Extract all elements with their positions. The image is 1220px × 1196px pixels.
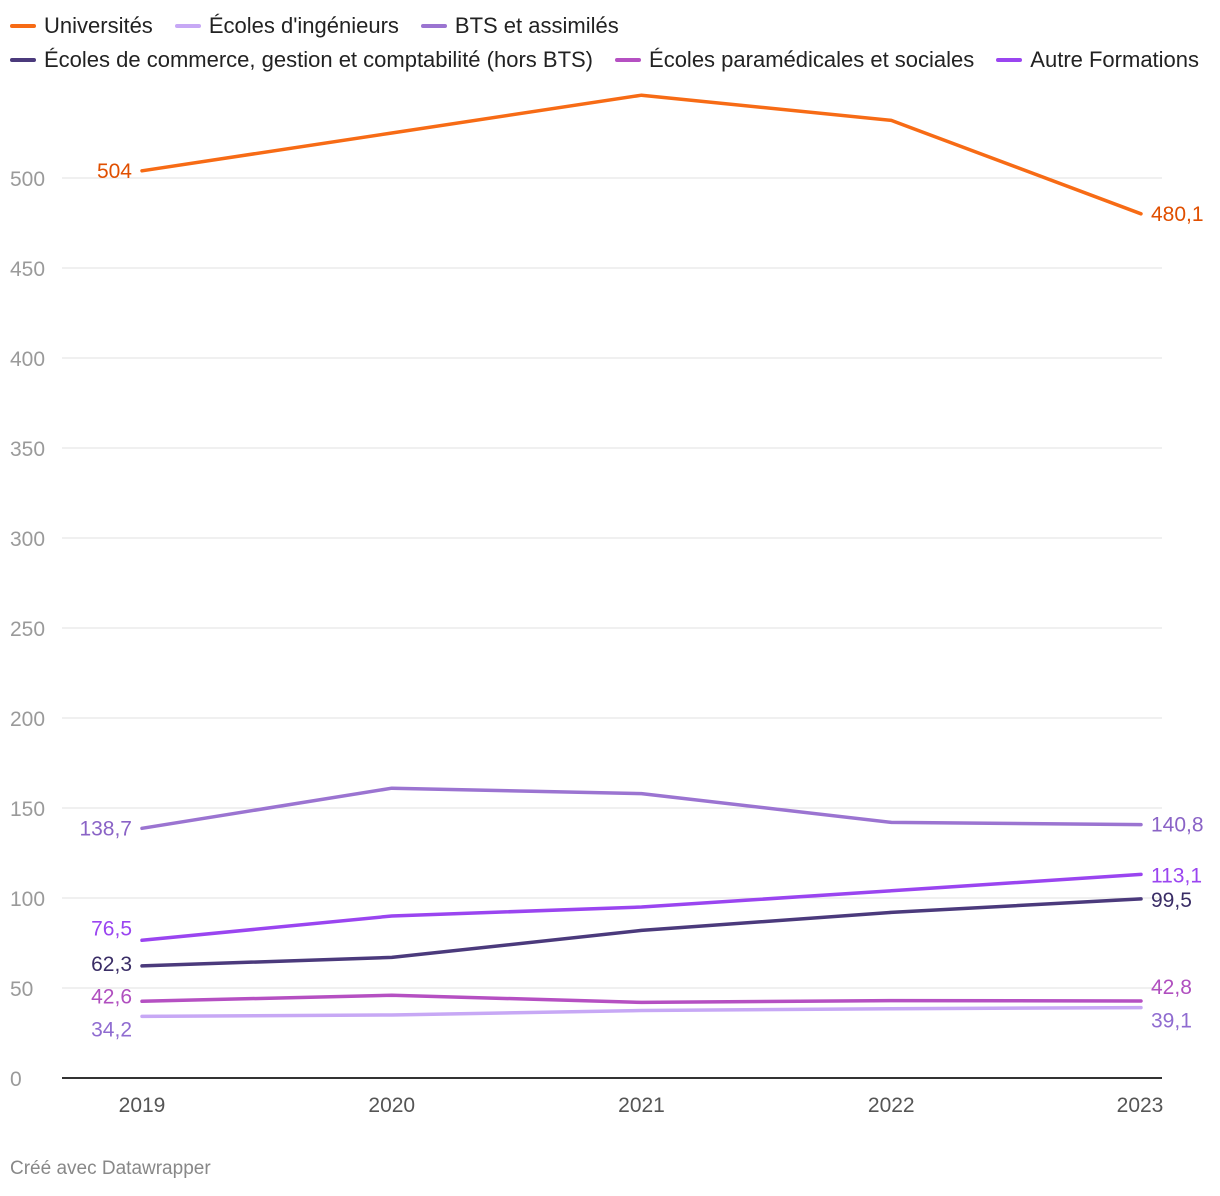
y-tick-label-500: 500 xyxy=(10,168,45,191)
end-label-4: 42,8 xyxy=(1151,976,1192,999)
legend-label-2: BTS et assimilés xyxy=(454,13,619,38)
series-lines xyxy=(140,93,1143,1019)
legend-item-0: Universités xyxy=(10,12,153,40)
x-tick-label-2023: 2023 xyxy=(1117,1094,1164,1117)
x-tick-label-2019: 2019 xyxy=(119,1094,166,1117)
value-labels: 504 480,1 34,2 39,1 138,7 140,8 62,3 99,5 42,6 42… xyxy=(79,160,1203,1042)
series-line-4 xyxy=(140,993,1143,1005)
series-line-0 xyxy=(140,93,1143,216)
end-label-5: 113,1 xyxy=(1151,864,1202,887)
y-tick-label-100: 100 xyxy=(10,888,45,911)
legend-swatch-3 xyxy=(10,58,36,62)
legend-swatch-0 xyxy=(10,24,36,28)
start-label-3: 62,3 xyxy=(91,953,132,976)
end-label-1: 39,1 xyxy=(1151,1010,1192,1033)
legend-swatch-4 xyxy=(615,58,642,62)
start-label-0: 504 xyxy=(97,160,132,183)
series-line-3 xyxy=(140,897,1143,968)
series-line-5 xyxy=(140,872,1143,943)
series-line-1 xyxy=(140,1005,1143,1019)
legend: Universités Écoles d'ingénieurs BTS et ass… xyxy=(10,12,1215,74)
end-label-0: 480,1 xyxy=(1151,203,1204,226)
y-tick-label-250: 250 xyxy=(10,618,45,641)
end-label-3: 99,5 xyxy=(1151,889,1192,912)
y-tick-label-400: 400 xyxy=(10,348,45,371)
y-tick-label-450: 450 xyxy=(10,258,45,281)
y-tick-label-350: 350 xyxy=(10,438,45,461)
start-label-4: 42,6 xyxy=(91,985,132,1008)
credit-text: Créé avec Datawrapper xyxy=(10,1158,211,1179)
end-label-2: 140,8 xyxy=(1151,814,1204,837)
legend-item-2: BTS et assimilés xyxy=(420,12,619,40)
legend-item-3: Écoles de commerce, gestion et comptabil… xyxy=(10,46,593,74)
start-label-1: 34,2 xyxy=(91,1018,132,1041)
start-label-2: 138,7 xyxy=(79,817,132,840)
legend-swatch-1 xyxy=(174,24,201,28)
y-tick-label-150: 150 xyxy=(10,798,45,821)
series-line-2 xyxy=(140,786,1143,831)
legend-item-1: Écoles d'ingénieurs xyxy=(174,12,399,40)
grid-lines xyxy=(62,177,1162,989)
legend-label-1: Écoles d'ingénieurs xyxy=(208,13,399,38)
y-tick-label-50: 50 xyxy=(10,978,33,1001)
start-label-5: 76,5 xyxy=(91,917,132,940)
y-tick-label-300: 300 xyxy=(10,528,45,551)
legend-item-5: Autre Formations xyxy=(996,46,1199,74)
legend-label-0: Universités xyxy=(44,13,153,38)
y-tick-label-200: 200 xyxy=(10,708,45,731)
legend-item-4: Écoles paramédicales et sociales xyxy=(615,46,974,74)
x-tick-label-2020: 2020 xyxy=(368,1094,415,1117)
legend-label-3: Écoles de commerce, gestion et comptabil… xyxy=(44,47,594,72)
x-axis-ticks: 2019 2020 2021 2022 2023 xyxy=(119,1094,1164,1117)
legend-label-5: Autre Formations xyxy=(1030,47,1200,72)
legend-swatch-2 xyxy=(420,24,447,28)
legend-label-4: Écoles paramédicales et sociales xyxy=(649,47,975,72)
y-axis-ticks: 0 50 100 150 200 250 300 350 400 450 500 xyxy=(10,168,45,1091)
x-tick-label-2022: 2022 xyxy=(868,1094,915,1117)
legend-swatch-5 xyxy=(996,58,1023,62)
x-tick-label-2021: 2021 xyxy=(618,1094,665,1117)
y-tick-label-0: 0 xyxy=(10,1068,22,1091)
